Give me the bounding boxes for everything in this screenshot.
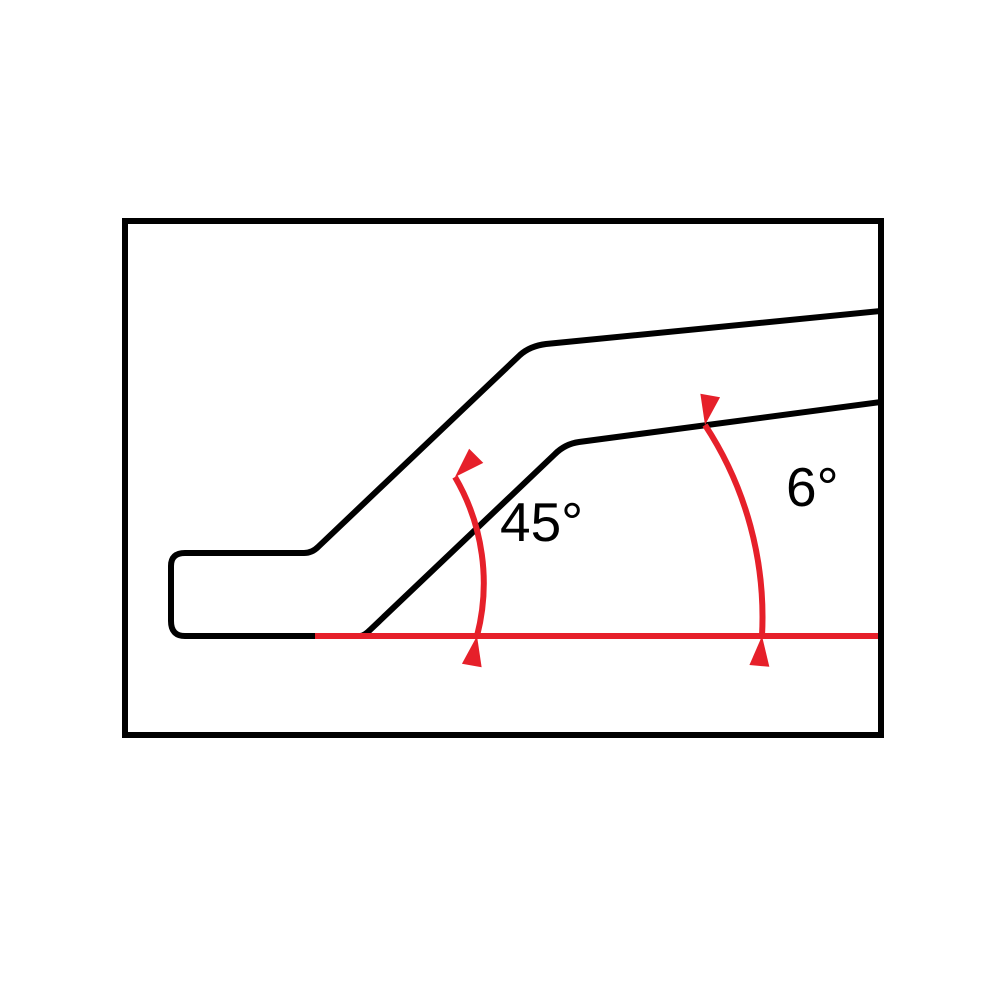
- angle-label-1: 6°: [786, 455, 839, 519]
- angle-label-0: 45°: [500, 490, 583, 554]
- diagram-canvas: 45° 6°: [0, 0, 1000, 1000]
